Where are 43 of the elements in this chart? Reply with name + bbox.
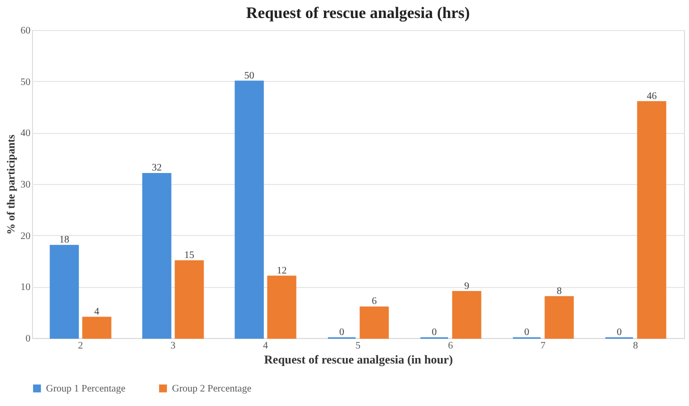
data-label: 46 (646, 90, 657, 102)
bar (50, 244, 79, 339)
y-tick-label: 10 (20, 282, 30, 294)
x-tick-label: 5 (356, 340, 360, 352)
x-axis-title: Request of rescue analgesia (in hour) (264, 352, 453, 366)
bar (234, 80, 264, 339)
y-tick-label: 0 (26, 334, 30, 344)
y-tick-label: 30 (20, 180, 30, 190)
bar (267, 276, 296, 339)
data-label: 12 (276, 265, 287, 276)
data-label: 0 (524, 327, 530, 338)
data-label: 50 (244, 70, 254, 82)
data-label: 9 (464, 280, 470, 292)
chart-title: Request of rescue analgesia (hrs) (246, 5, 470, 22)
data-label: 6 (372, 296, 377, 308)
bar (360, 306, 389, 339)
bar (174, 260, 204, 339)
data-label: 0 (339, 327, 344, 338)
bar (452, 291, 482, 339)
data-label: 8 (556, 286, 562, 297)
y-tick-label: 60 (20, 26, 30, 36)
y-tick-label: 20 (20, 230, 30, 242)
y-tick-label: 40 (20, 128, 30, 140)
data-label: 0 (432, 327, 437, 338)
bar (637, 101, 666, 339)
y-tick-label: 50 (20, 76, 30, 88)
bar (544, 296, 574, 339)
data-label: 18 (59, 234, 70, 246)
bar (142, 172, 172, 339)
y-axis-title: % of the participants (6, 134, 18, 234)
bar (82, 316, 112, 339)
data-label: 0 (616, 327, 622, 338)
x-tick-label: 6 (448, 340, 453, 352)
x-tick-label: 8 (632, 340, 638, 352)
x-tick-label: 4 (263, 340, 268, 352)
legend-label: Group 1 Percentage (46, 383, 126, 394)
x-tick-label: 3 (170, 340, 176, 352)
x-tick-label: 2 (78, 340, 84, 352)
x-tick-label: 7 (540, 340, 546, 352)
data-label: 32 (152, 162, 162, 174)
data-label: 15 (184, 250, 194, 261)
legend-label: Group 2 Percentage (172, 383, 252, 394)
data-label: 4 (94, 306, 100, 318)
